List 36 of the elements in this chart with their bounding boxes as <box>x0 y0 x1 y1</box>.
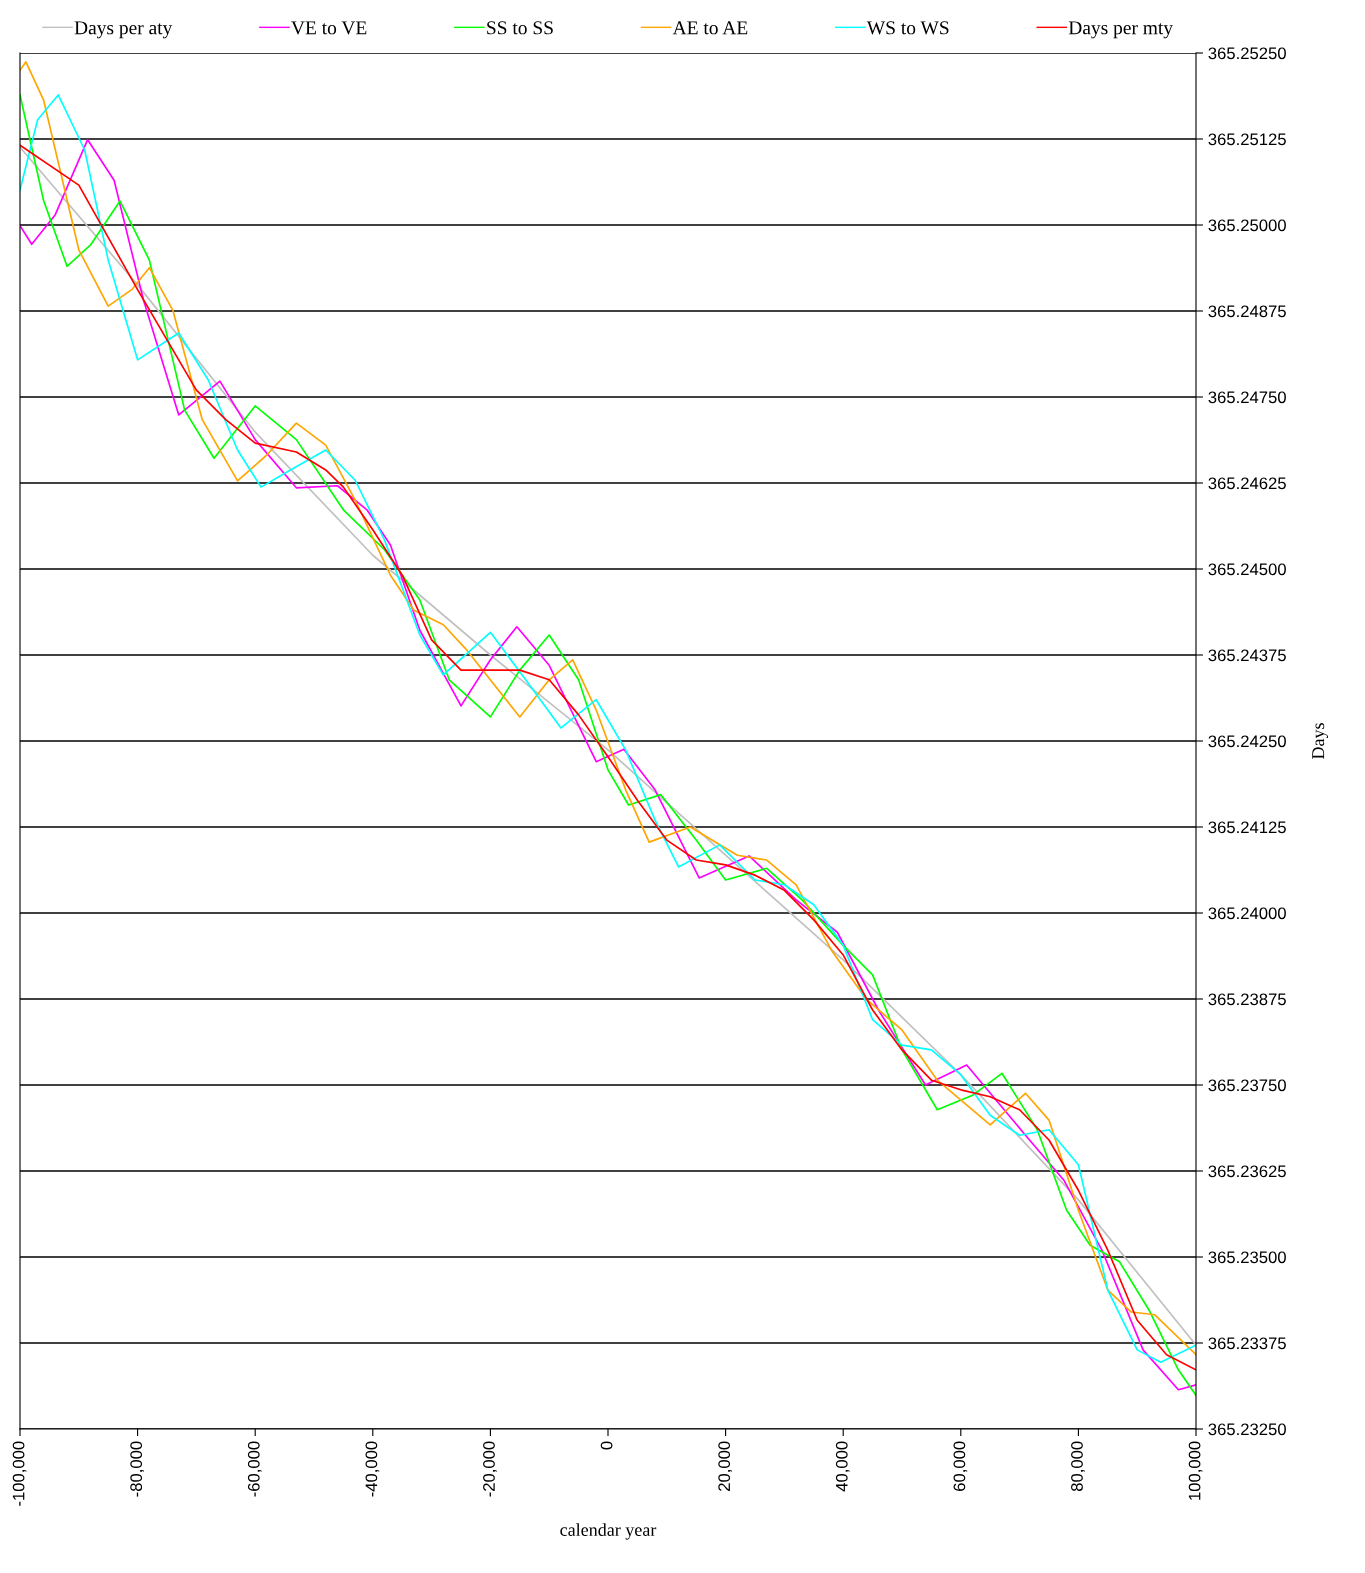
y-tick-label: 365.25250 <box>1208 47 1286 60</box>
x-tick-label: -20,000 <box>483 1441 497 1497</box>
y-tick-label: 365.25000 <box>1208 219 1286 232</box>
x-tick-label: 0 <box>600 1441 613 1450</box>
y-tick-label: 365.23875 <box>1208 993 1286 1006</box>
legend-label: WS to WS <box>866 21 949 35</box>
legend-label: Days per mty <box>1068 21 1173 39</box>
y-tick-label: 365.23500 <box>1208 1251 1286 1264</box>
legend-label: VE to VE <box>291 21 367 35</box>
x-tick-label: 60,000 <box>953 1441 968 1491</box>
y-tick-label: 365.24750 <box>1208 391 1286 404</box>
legend-label: Days per aty <box>74 21 173 39</box>
legend-label: AE to AE <box>672 21 748 35</box>
x-tick-label: 100,000 <box>1188 1441 1203 1500</box>
x-tick-label: 40,000 <box>835 1441 850 1492</box>
y-tick-label: 365.24250 <box>1208 735 1286 748</box>
x-tick-label: -40,000 <box>365 1441 380 1497</box>
y-tick-label: 365.23250 <box>1208 1423 1286 1436</box>
y-tick-label: 365.24875 <box>1208 305 1286 318</box>
y-tick-label: 365.23375 <box>1208 1337 1286 1350</box>
y-axis-title: Days <box>1312 723 1328 760</box>
y-tick-label: 365.24125 <box>1208 821 1286 834</box>
x-tick-label: 20,000 <box>718 1441 733 1491</box>
y-tick-label: 365.25125 <box>1208 133 1286 146</box>
x-tick-label: -80,000 <box>130 1441 145 1497</box>
y-tick-label: 365.24625 <box>1208 477 1286 490</box>
x-tick-label: -60,000 <box>247 1441 262 1497</box>
y-tick-label: 365.24375 <box>1208 649 1286 662</box>
y-tick-label: 365.23625 <box>1208 1165 1286 1178</box>
y-tick-label: 365.24500 <box>1208 563 1286 576</box>
legend-label: SS to SS <box>487 21 553 35</box>
x-tick-label: 80,000 <box>1071 1441 1085 1492</box>
x-axis-title: calendar year <box>560 1523 657 1540</box>
y-tick-label: 365.24000 <box>1208 907 1286 920</box>
y-tick-label: 365.23750 <box>1208 1079 1286 1092</box>
x-tick-label: -100,000 <box>12 1441 27 1506</box>
